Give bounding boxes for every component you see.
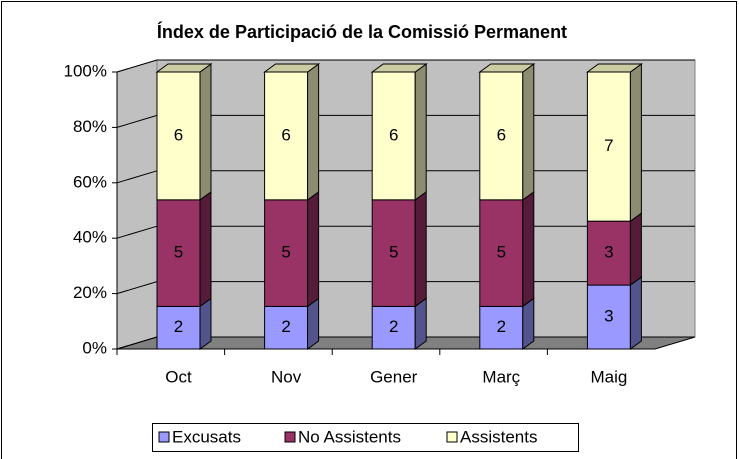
bar-side	[522, 297, 535, 350]
bar-segment	[371, 71, 416, 201]
bar-segment	[479, 199, 524, 307]
grid-line	[116, 281, 158, 295]
bar-side	[414, 63, 427, 201]
bar-segment	[264, 199, 309, 307]
legend-box	[152, 423, 579, 452]
bar-segment	[479, 305, 524, 350]
bar-side	[414, 190, 427, 308]
bar-top	[155, 63, 213, 73]
x-tick-label: Oct	[165, 367, 192, 386]
grid-line	[116, 114, 158, 128]
data-label: 2	[497, 317, 506, 336]
y-tick-label: 60%	[73, 172, 107, 191]
data-label: 2	[174, 317, 183, 336]
x-tick-label: Març	[482, 367, 520, 386]
data-label: 5	[174, 243, 183, 262]
bar-side	[522, 63, 535, 201]
bar-side	[199, 297, 212, 350]
grid-line	[116, 170, 158, 184]
bar-segment	[479, 71, 524, 201]
bar-side	[307, 63, 320, 201]
data-label: 6	[497, 125, 506, 144]
bar-segment	[586, 284, 631, 350]
bar-side	[307, 190, 320, 308]
x-tick-label: Nov	[271, 367, 302, 386]
legend-label: No Assistents	[298, 427, 401, 446]
bar-segment	[371, 305, 416, 350]
y-tick-label: 100%	[64, 61, 107, 80]
data-label: 6	[389, 125, 398, 144]
legend-label: Assistents	[460, 427, 537, 446]
y-tick-label: 40%	[73, 228, 107, 247]
data-label: 2	[389, 317, 398, 336]
bar-side	[307, 297, 320, 350]
data-label: 2	[281, 317, 290, 336]
legend-label: Excusats	[172, 427, 241, 446]
bar-top	[370, 63, 428, 73]
bar-segment	[264, 71, 309, 201]
grid-line	[116, 59, 158, 73]
data-label: 3	[604, 307, 613, 326]
legend-swatch	[284, 431, 296, 443]
data-label: 6	[174, 125, 183, 144]
bar-segment	[156, 305, 201, 350]
bar-side	[199, 190, 212, 308]
bar-segment	[156, 199, 201, 307]
y-tick-label: 80%	[73, 117, 107, 136]
data-label: 3	[604, 243, 613, 262]
legend-swatch	[158, 431, 170, 443]
bar-top	[263, 63, 321, 73]
bar-side	[629, 212, 642, 287]
y-tick-label: 0%	[82, 338, 107, 357]
data-label: 5	[497, 243, 506, 262]
bar-side	[414, 297, 427, 350]
bar-top	[478, 63, 536, 73]
data-label: 7	[604, 136, 613, 155]
bar-side	[199, 63, 212, 201]
x-tick-label: Gener	[370, 367, 418, 386]
side-wall	[116, 59, 158, 350]
y-tick-label: 20%	[73, 283, 107, 302]
bar-segment	[371, 199, 416, 307]
bar-side	[629, 63, 642, 223]
bar-side	[629, 276, 642, 350]
chart-title: Índex de Participació de la Comissió Per…	[157, 21, 567, 42]
data-label: 5	[389, 243, 398, 262]
legend-swatch	[446, 431, 458, 443]
grid-line	[116, 225, 158, 239]
bar-top	[585, 63, 643, 73]
x-tick-label: Maig	[590, 367, 627, 386]
data-label: 5	[281, 243, 290, 262]
grid-line	[116, 336, 158, 350]
data-label: 6	[281, 125, 290, 144]
bar-segment	[264, 305, 309, 350]
bar-side	[522, 190, 535, 308]
